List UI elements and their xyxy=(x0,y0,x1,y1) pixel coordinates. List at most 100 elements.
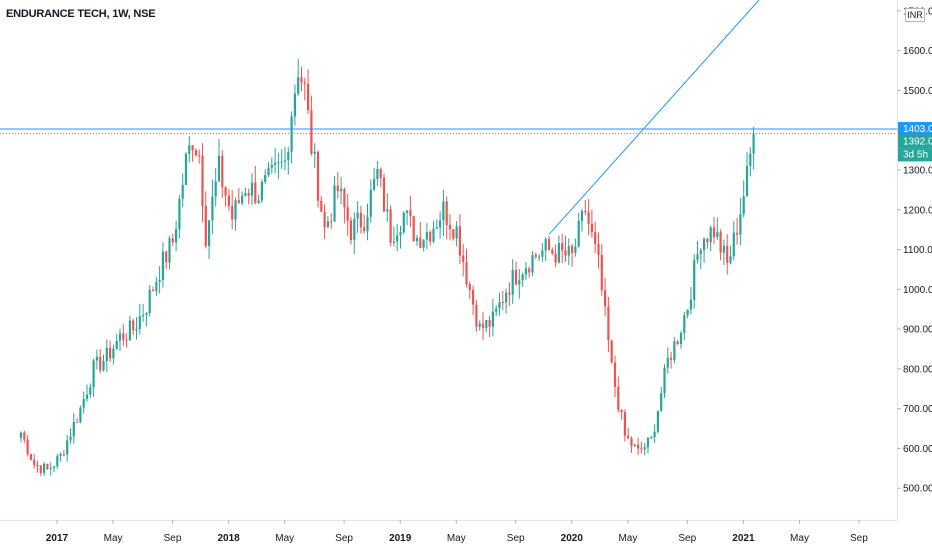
candle-body xyxy=(703,238,706,251)
candle-body xyxy=(597,244,600,255)
candle-body xyxy=(122,333,125,340)
candle-body xyxy=(254,182,257,203)
candle-body xyxy=(670,357,673,360)
candle-body xyxy=(646,437,650,448)
candle-body xyxy=(386,209,389,212)
candle-body xyxy=(191,145,194,151)
candle-body xyxy=(399,232,402,236)
candle-body xyxy=(320,200,323,212)
candle-body xyxy=(247,193,250,196)
candle-body xyxy=(541,250,544,257)
candle-body xyxy=(604,290,607,307)
x-tick-label: 2020 xyxy=(561,533,584,544)
candle-body xyxy=(82,398,85,408)
candle-body xyxy=(673,341,676,360)
candle-body xyxy=(419,237,422,248)
candle-body xyxy=(709,227,712,243)
candle-body xyxy=(313,151,316,154)
candle-body xyxy=(600,254,603,291)
candle-body xyxy=(142,315,145,317)
candle-body xyxy=(468,284,471,290)
candle-body xyxy=(72,421,75,437)
y-tick-label: 1000.00 xyxy=(903,285,932,296)
currency-badge[interactable]: INR xyxy=(905,8,925,22)
candle-body xyxy=(211,196,214,221)
candle-body xyxy=(574,246,577,253)
candle-body xyxy=(224,187,227,196)
candle-body xyxy=(429,231,432,242)
x-tick-label: 2019 xyxy=(389,533,412,544)
candle-body xyxy=(544,238,547,251)
candle-body xyxy=(29,453,32,460)
candle-body xyxy=(175,229,178,243)
last-price-badge: 1392.00 xyxy=(903,136,932,147)
candle-body xyxy=(151,289,155,291)
candle-body xyxy=(208,220,211,246)
candle-body xyxy=(432,228,435,242)
candle-body xyxy=(198,155,201,157)
candle-body xyxy=(584,210,587,213)
candle-body xyxy=(366,216,369,232)
candle-body xyxy=(663,367,666,394)
candle-body xyxy=(686,309,689,316)
candle-body xyxy=(49,467,52,470)
candle-body xyxy=(455,226,458,239)
candle-body xyxy=(274,162,277,165)
candle-body xyxy=(303,82,306,84)
candle-body xyxy=(650,437,653,439)
candle-body xyxy=(310,110,313,154)
level-price-badge: 1403.00 xyxy=(903,124,932,135)
candle-body xyxy=(531,254,534,273)
candle-body xyxy=(356,212,359,219)
candle-body xyxy=(168,238,171,263)
candle-body xyxy=(739,214,742,235)
candle-body xyxy=(439,220,442,228)
candle-body xyxy=(554,253,557,263)
candle-body xyxy=(396,235,399,242)
candle-body xyxy=(33,459,36,466)
candle-body xyxy=(293,93,296,117)
y-axis-ticks: 500.00 600.00 700.00 800.00 900.00 1000.00 110… xyxy=(897,6,932,495)
candle-body xyxy=(363,227,366,232)
candle-body xyxy=(95,356,98,361)
candle-body xyxy=(613,362,617,387)
candle-body xyxy=(465,261,468,285)
candle-body xyxy=(435,227,438,229)
candle-body xyxy=(128,320,131,341)
candle-body xyxy=(389,209,392,243)
candle-body xyxy=(412,216,415,242)
candle-body xyxy=(36,465,39,467)
candle-body xyxy=(732,232,735,257)
candle-body xyxy=(402,212,405,233)
candle-body xyxy=(66,440,69,455)
x-tick-label: 2017 xyxy=(46,533,69,544)
x-tick-label: May xyxy=(618,533,637,544)
candle-body xyxy=(300,77,303,83)
candle-body xyxy=(422,239,425,248)
candle-body xyxy=(478,323,481,327)
candle-body xyxy=(346,207,349,221)
candle-body xyxy=(373,178,376,190)
candle-body xyxy=(52,466,56,468)
candle-body xyxy=(102,361,105,371)
x-tick-label: May xyxy=(104,533,123,544)
candle-body xyxy=(270,164,273,168)
candle-body xyxy=(643,447,646,450)
candle-body xyxy=(333,185,336,222)
candle-body xyxy=(290,116,293,152)
candle-body xyxy=(752,133,755,154)
candle-body xyxy=(521,274,524,281)
candle-body xyxy=(244,193,247,196)
candle-body xyxy=(462,255,465,262)
candle-body xyxy=(267,167,270,176)
candle-body xyxy=(745,165,749,197)
candle-body xyxy=(406,210,409,213)
candle-body xyxy=(257,200,260,203)
candle-body xyxy=(227,195,230,206)
candle-body xyxy=(458,226,461,256)
candle-body xyxy=(719,232,722,253)
candle-body xyxy=(188,145,191,154)
trend-line[interactable] xyxy=(548,0,764,235)
candle-body xyxy=(336,185,339,192)
